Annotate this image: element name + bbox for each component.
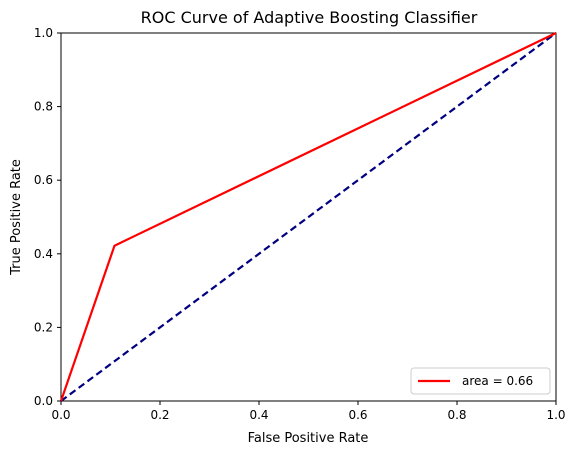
x-axis: 0.0 0.2 0.4 0.6 0.8 1.0 <box>51 401 566 422</box>
plot-area <box>59 32 557 402</box>
y-axis-label: True Positive Rate <box>9 159 24 276</box>
series-layer <box>59 32 557 402</box>
y-tick-label: 1.0 <box>34 26 53 40</box>
y-tick-label: 0.8 <box>34 100 53 114</box>
chart-title: ROC Curve of Adaptive Boosting Classifie… <box>141 8 478 27</box>
roc-curve-line <box>59 32 557 402</box>
y-tick-label: 0.0 <box>34 394 53 408</box>
y-tick-label: 0.2 <box>34 320 53 334</box>
y-tick-label: 0.6 <box>34 173 53 187</box>
y-tick-label: 0.4 <box>34 247 53 261</box>
x-tick-label: 0.2 <box>150 408 169 422</box>
y-axis: 0.0 0.2 0.4 0.6 0.8 1.0 <box>34 26 61 408</box>
x-tick-label: 0.0 <box>51 408 70 422</box>
x-tick-label: 0.6 <box>348 408 367 422</box>
legend-box <box>410 367 551 395</box>
x-tick-label: 0.8 <box>447 408 466 422</box>
legend-label-roc: area = 0.66 <box>462 374 533 388</box>
chance-diagonal-line <box>60 32 557 402</box>
legend: area = 0.66 <box>410 367 551 395</box>
x-tick-label: 1.0 <box>546 408 565 422</box>
x-tick-label: 0.4 <box>249 408 268 422</box>
x-axis-label: False Positive Rate <box>248 431 369 446</box>
